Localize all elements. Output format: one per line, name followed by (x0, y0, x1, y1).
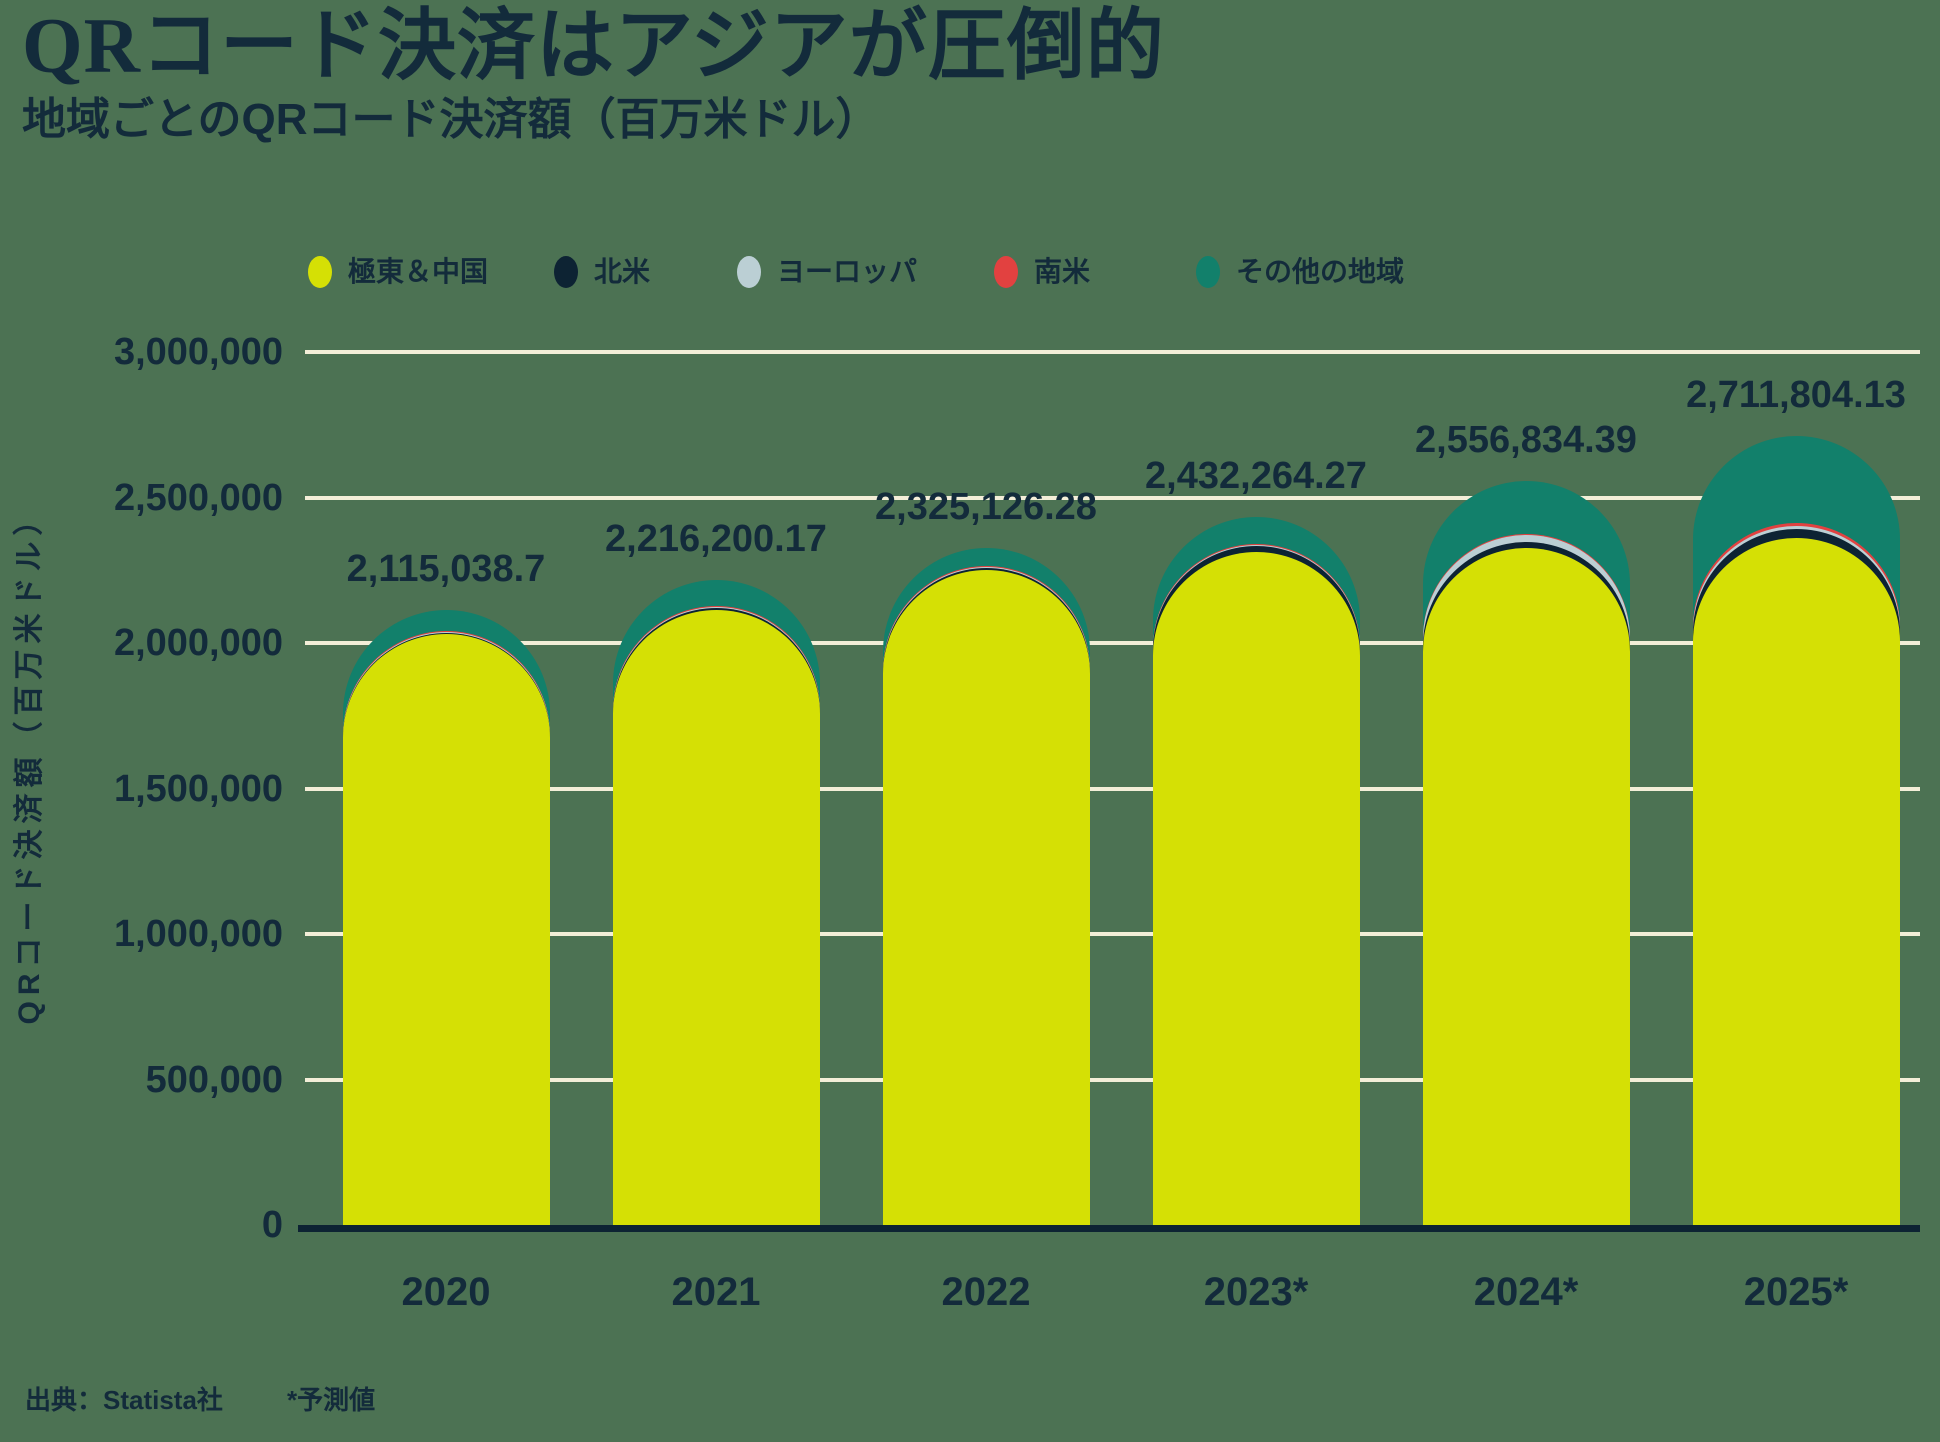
x-axis-line (298, 1225, 1920, 1232)
bar-total-label-2024: 2,556,834.39 (1415, 418, 1637, 461)
bar-total-label-2020: 2,115,038.7 (346, 547, 546, 590)
legend-label-europe: ヨーロッパ (777, 256, 918, 287)
x-tick-label-2025: 2025* (1743, 1270, 1849, 1314)
bar-2021-layer-far-east-china (612, 610, 820, 1225)
legend-label-other-regions: その他の地域 (1236, 256, 1405, 287)
gridline-1500000 (305, 786, 1920, 791)
y-tick-label-0: 0 (261, 1204, 283, 1246)
bar-2023-layer-far-east-china (1152, 552, 1360, 1225)
gridline-1000000 (305, 932, 1920, 936)
legend-label-far-east-china: 極東＆中国 (348, 256, 489, 287)
legend-item-south-america: 南米 (994, 254, 1090, 290)
x-tick-label-2020: 2020 (401, 1270, 491, 1314)
north-america-swatch-icon (554, 256, 578, 288)
bar-2024-layer-far-east-china (1422, 548, 1630, 1225)
chart-subtitle: 地域ごとのQRコード決済額（百万米ドル） (22, 95, 880, 144)
bar-total-label-2023: 2,432,264.27 (1145, 455, 1367, 498)
y-tick-label-2500000: 2,500,000 (113, 476, 283, 519)
bar-2020-layer-far-east-china (342, 634, 550, 1225)
legend-label-north-america: 北米 (594, 256, 651, 287)
legend-item-other-regions: その他の地域 (1196, 254, 1404, 290)
legend-label-south-america: 南米 (1034, 256, 1091, 287)
bar-total-label-2022: 2,325,126.28 (875, 486, 1097, 529)
legend-item-far-east-china: 極東＆中国 (308, 254, 488, 290)
europe-swatch-icon (737, 256, 761, 288)
far-east-china-swatch-icon (308, 256, 332, 288)
x-tick-label-2022: 2022 (941, 1270, 1031, 1314)
legend-item-europe: ヨーロッパ (737, 254, 917, 290)
y-tick-label-1000000: 1,000,000 (113, 913, 283, 955)
south-america-swatch-icon (994, 256, 1018, 288)
bar-total-label-2025: 2,711,804.13 (1686, 373, 1906, 416)
y-tick-label-3000000: 3,000,000 (113, 331, 283, 373)
x-tick-label-2024: 2024* (1473, 1270, 1579, 1314)
source-note: 出典：Statista社 (25, 1385, 223, 1415)
gridline-2500000 (305, 495, 1920, 500)
chart-title: QRコード決済はアジアが圧倒的 (22, 2, 1165, 89)
bar-2025-layer-far-east-china (1692, 538, 1900, 1225)
y-tick-label-1500000: 1,500,000 (113, 767, 283, 810)
y-tick-label-2000000: 2,000,000 (113, 622, 283, 664)
gridline-2000000 (305, 641, 1920, 645)
bar-2022-layer-far-east-china (882, 569, 1090, 1225)
bar-total-label-2021: 2,216,200.17 (605, 518, 827, 561)
x-tick-label-2023: 2023* (1203, 1270, 1309, 1314)
x-tick-label-2021: 2021 (671, 1270, 761, 1314)
legend-item-north-america: 北米 (554, 254, 650, 290)
gridline-500000 (305, 1077, 1920, 1082)
other-regions-swatch-icon (1196, 256, 1220, 288)
gridline-3000000 (305, 350, 1920, 354)
forecast-note: *予測値 (287, 1385, 376, 1415)
y-tick-label-500000: 500,000 (145, 1058, 283, 1101)
